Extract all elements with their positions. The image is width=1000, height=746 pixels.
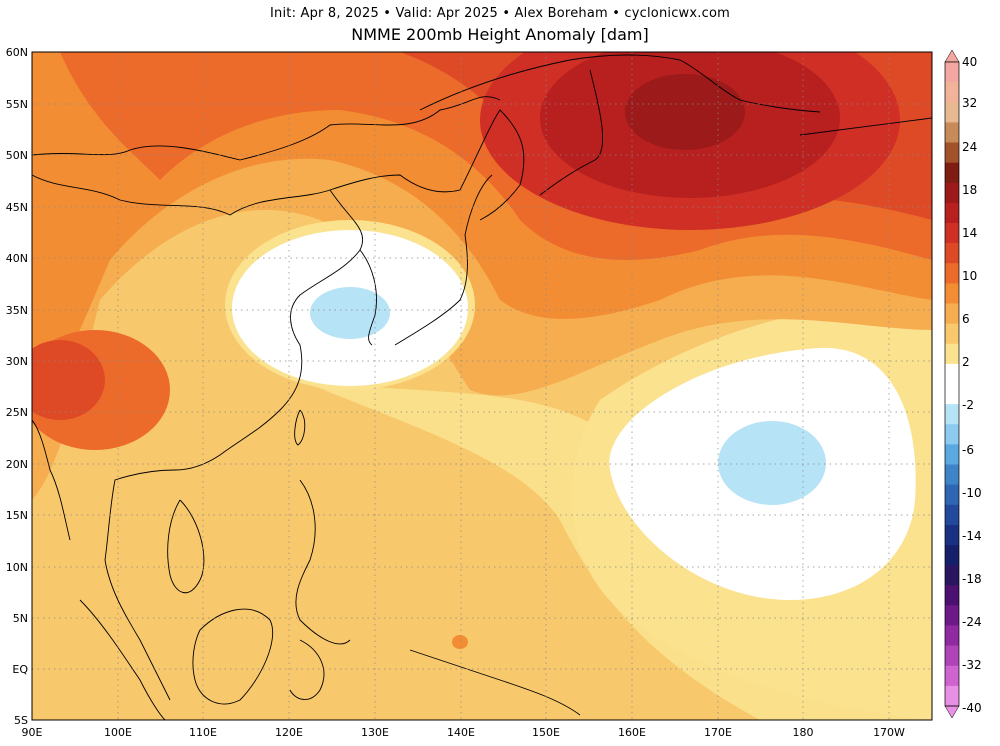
colorbar-cell <box>945 384 959 405</box>
lat-tick: 30N <box>6 355 28 368</box>
colorbar-label: -14 <box>962 529 982 543</box>
colorbar-label: -24 <box>962 615 982 629</box>
colorbar-label: 14 <box>962 226 977 240</box>
colorbar-cell <box>945 404 959 425</box>
colorbar-cell <box>945 202 959 224</box>
colorbar-cell <box>945 524 959 546</box>
lon-axis: 90E 100E 110E 120E 130E 140E 150E 160E 1… <box>22 726 906 739</box>
colorbar-cell <box>945 565 959 586</box>
lat-tick: 50N <box>6 149 28 162</box>
colorbar-label: -10 <box>962 486 982 500</box>
colorbar-cell <box>945 605 959 626</box>
colorbar-cell <box>945 182 959 204</box>
lat-tick: 35N <box>6 304 28 317</box>
colorbar-label: 6 <box>962 312 970 326</box>
lon-tick: 150E <box>532 726 560 739</box>
colorbar-cell <box>945 424 959 445</box>
lon-tick: 130E <box>361 726 389 739</box>
colorbar-cell <box>945 283 959 304</box>
lon-tick: 90E <box>22 726 43 739</box>
lat-tick: 5N <box>13 612 28 625</box>
colorbar-cell <box>945 685 959 707</box>
lat-tick: 10N <box>6 561 28 574</box>
lon-tick: 160E <box>618 726 646 739</box>
colorbar-label: -2 <box>962 398 974 412</box>
colorbar-label: -6 <box>962 443 974 457</box>
colorbar-cells <box>945 62 959 707</box>
lat-tick: 45N <box>6 201 28 214</box>
colorbar-cell <box>945 82 959 103</box>
lon-tick: 170W <box>873 726 905 739</box>
colorbar-cell <box>945 243 959 264</box>
colorbar-min-arrow <box>944 705 960 719</box>
lat-tick: 5S <box>14 714 28 727</box>
colorbar-label: 24 <box>962 140 977 154</box>
colorbar-cell <box>945 122 959 143</box>
map-frame <box>31 51 933 721</box>
lon-tick: 100E <box>104 726 132 739</box>
colorbar-label: 32 <box>962 96 977 110</box>
colorbar-label: 18 <box>962 183 977 197</box>
lat-tick: 40N <box>6 252 28 265</box>
colorbar-cell <box>945 162 959 184</box>
lon-tick: 140E <box>447 726 475 739</box>
colorbar-cell <box>945 504 959 526</box>
colorbar-cell <box>945 645 959 667</box>
lon-tick: 170E <box>704 726 732 739</box>
colorbar-cell <box>945 223 959 244</box>
colorbar-cell <box>945 142 959 164</box>
lat-tick: EQ <box>12 663 28 676</box>
colorbar-cell <box>945 625 959 647</box>
lon-tick: 120E <box>275 726 303 739</box>
lat-tick: 15N <box>6 509 28 522</box>
lat-tick: 20N <box>6 458 28 471</box>
coastlines <box>32 54 932 720</box>
colorbar-label: -40 <box>962 701 982 715</box>
colorbar: 40 32 24 18 14 10 6 2 -2 -6 -10 -14 -18 … <box>944 49 982 719</box>
graticule <box>32 52 932 720</box>
colorbar-cell <box>945 303 959 325</box>
colorbar-cell <box>945 444 959 465</box>
colorbar-label: -32 <box>962 658 982 672</box>
anomaly-field <box>32 52 932 720</box>
colorbar-max-arrow <box>944 49 960 63</box>
lat-tick: 25N <box>6 406 28 419</box>
colorbar-cell <box>945 363 959 385</box>
colorbar-cell <box>945 665 959 687</box>
colorbar-cell <box>945 545 959 566</box>
colorbar-label: 2 <box>962 355 970 369</box>
colorbar-label: 10 <box>962 269 977 283</box>
colorbar-cell <box>945 484 959 506</box>
colorbar-frame <box>944 61 960 707</box>
lat-tick: 60N <box>6 46 28 59</box>
colorbar-cell <box>945 263 959 284</box>
colorbar-cell <box>945 585 959 606</box>
colorbar-cell <box>945 62 959 83</box>
colorbar-cell <box>945 323 959 345</box>
lon-tick: 110E <box>189 726 217 739</box>
lat-axis: 60N 55N 50N 45N 40N 35N 30N 25N 20N 15N … <box>6 46 29 727</box>
colorbar-label: 40 <box>962 55 977 69</box>
colorbar-label: -18 <box>962 572 982 586</box>
map-subtitle: Init: Apr 8, 2025 • Valid: Apr 2025 • Al… <box>270 6 730 21</box>
lat-tick: 55N <box>6 98 28 111</box>
colorbar-cell <box>945 343 959 365</box>
lon-tick: 180 <box>793 726 814 739</box>
colorbar-cell <box>945 102 959 123</box>
colorbar-cell <box>945 464 959 486</box>
map-title: NMME 200mb Height Anomaly [dam] <box>351 25 649 44</box>
